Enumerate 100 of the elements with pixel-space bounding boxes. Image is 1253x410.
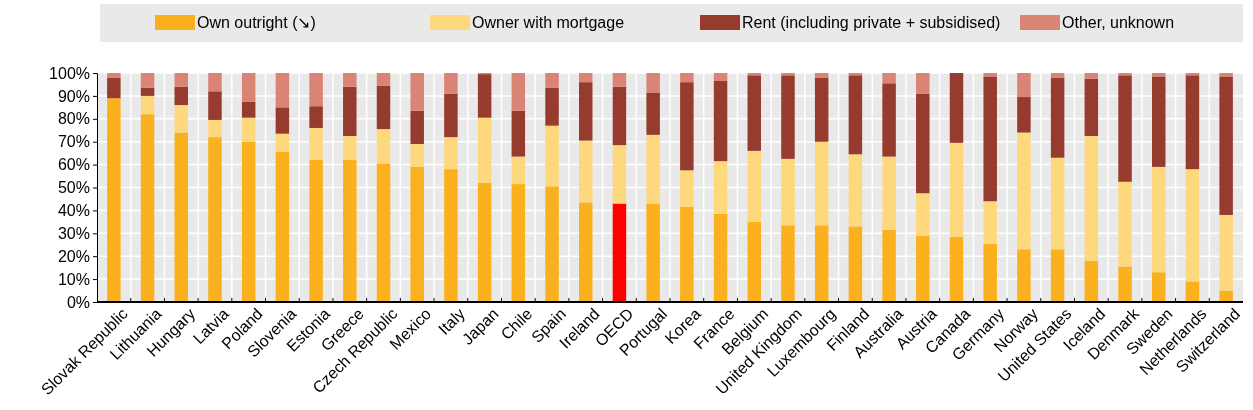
y-tick-label: 100% — [49, 64, 90, 82]
bar — [444, 93, 458, 138]
bar — [309, 127, 323, 161]
bar — [1151, 76, 1166, 167]
bar — [848, 75, 863, 155]
bar — [511, 184, 526, 302]
bar — [275, 73, 290, 108]
bar — [713, 73, 728, 82]
bar — [1118, 73, 1132, 76]
bar — [477, 117, 492, 183]
bar — [241, 141, 256, 302]
bar — [781, 75, 795, 159]
bar — [814, 77, 829, 142]
bar — [140, 73, 155, 88]
bar — [882, 83, 896, 157]
bar — [1050, 249, 1065, 302]
bar — [309, 160, 323, 302]
bar — [511, 110, 526, 157]
bar — [1118, 181, 1132, 267]
bar — [646, 73, 660, 93]
bar — [511, 156, 526, 185]
bar — [713, 161, 728, 214]
bar — [1185, 75, 1200, 170]
bar — [612, 73, 627, 87]
bar — [241, 73, 256, 102]
legend-label: Other, unknown — [1062, 14, 1175, 31]
bar — [107, 73, 121, 78]
y-tick-label: 20% — [57, 247, 90, 265]
bar — [477, 74, 492, 118]
bar — [916, 93, 930, 194]
bar — [848, 226, 863, 302]
bar — [916, 235, 930, 302]
bar — [444, 73, 458, 94]
bar — [680, 170, 694, 207]
bar — [140, 87, 155, 96]
bar — [949, 142, 964, 237]
bar — [1219, 73, 1233, 77]
bar — [578, 82, 593, 141]
bar — [275, 107, 290, 134]
y-tick-label: 40% — [57, 202, 90, 220]
bar — [1050, 77, 1065, 158]
bar — [1084, 78, 1099, 136]
bar — [343, 160, 357, 302]
bar — [275, 152, 290, 302]
bar — [410, 73, 424, 111]
bar — [1050, 157, 1065, 250]
bar — [949, 236, 964, 302]
bar — [1219, 76, 1233, 215]
bar — [578, 202, 593, 302]
bar — [1118, 266, 1132, 302]
bar — [140, 95, 155, 115]
bar — [174, 132, 189, 302]
bar — [814, 225, 829, 302]
bar — [1084, 260, 1099, 302]
bar — [781, 225, 795, 302]
bar — [343, 135, 357, 161]
bar — [680, 73, 694, 83]
bar — [410, 166, 424, 302]
bar — [241, 117, 256, 142]
bar — [882, 156, 896, 230]
bar — [376, 163, 391, 302]
y-tick-label: 90% — [57, 87, 90, 105]
bar — [1219, 214, 1233, 291]
y-tick-label: 0% — [66, 293, 90, 311]
bar — [309, 106, 323, 128]
bar — [713, 81, 728, 162]
bar — [343, 73, 357, 87]
legend-label: Own outright (↘) — [197, 14, 316, 31]
bar — [1185, 281, 1200, 302]
bar — [646, 92, 660, 135]
bar — [713, 213, 728, 302]
bar — [882, 229, 896, 302]
bar — [781, 73, 795, 76]
bar — [983, 76, 997, 202]
legend-label: Owner with mortgage — [472, 14, 625, 31]
bar — [410, 110, 424, 144]
bar — [1017, 249, 1031, 302]
bar — [174, 86, 189, 106]
bar — [1017, 73, 1031, 98]
bar — [208, 91, 222, 120]
bar — [983, 201, 997, 244]
bar — [848, 154, 863, 227]
bar — [376, 73, 391, 86]
bar — [174, 105, 189, 133]
bar — [376, 129, 391, 164]
bar — [814, 73, 829, 78]
bar — [1017, 132, 1031, 250]
bar — [814, 141, 829, 226]
bar — [1050, 73, 1065, 78]
bar — [916, 73, 930, 94]
bar — [1017, 97, 1031, 133]
bar — [1151, 166, 1166, 273]
bar — [241, 101, 256, 118]
bar — [444, 169, 458, 302]
y-tick-label: 70% — [57, 133, 90, 151]
bar — [309, 73, 323, 107]
bar — [1185, 169, 1200, 282]
y-tick-label: 30% — [57, 224, 90, 242]
y-tick-label: 50% — [57, 179, 90, 197]
bar — [747, 150, 762, 222]
